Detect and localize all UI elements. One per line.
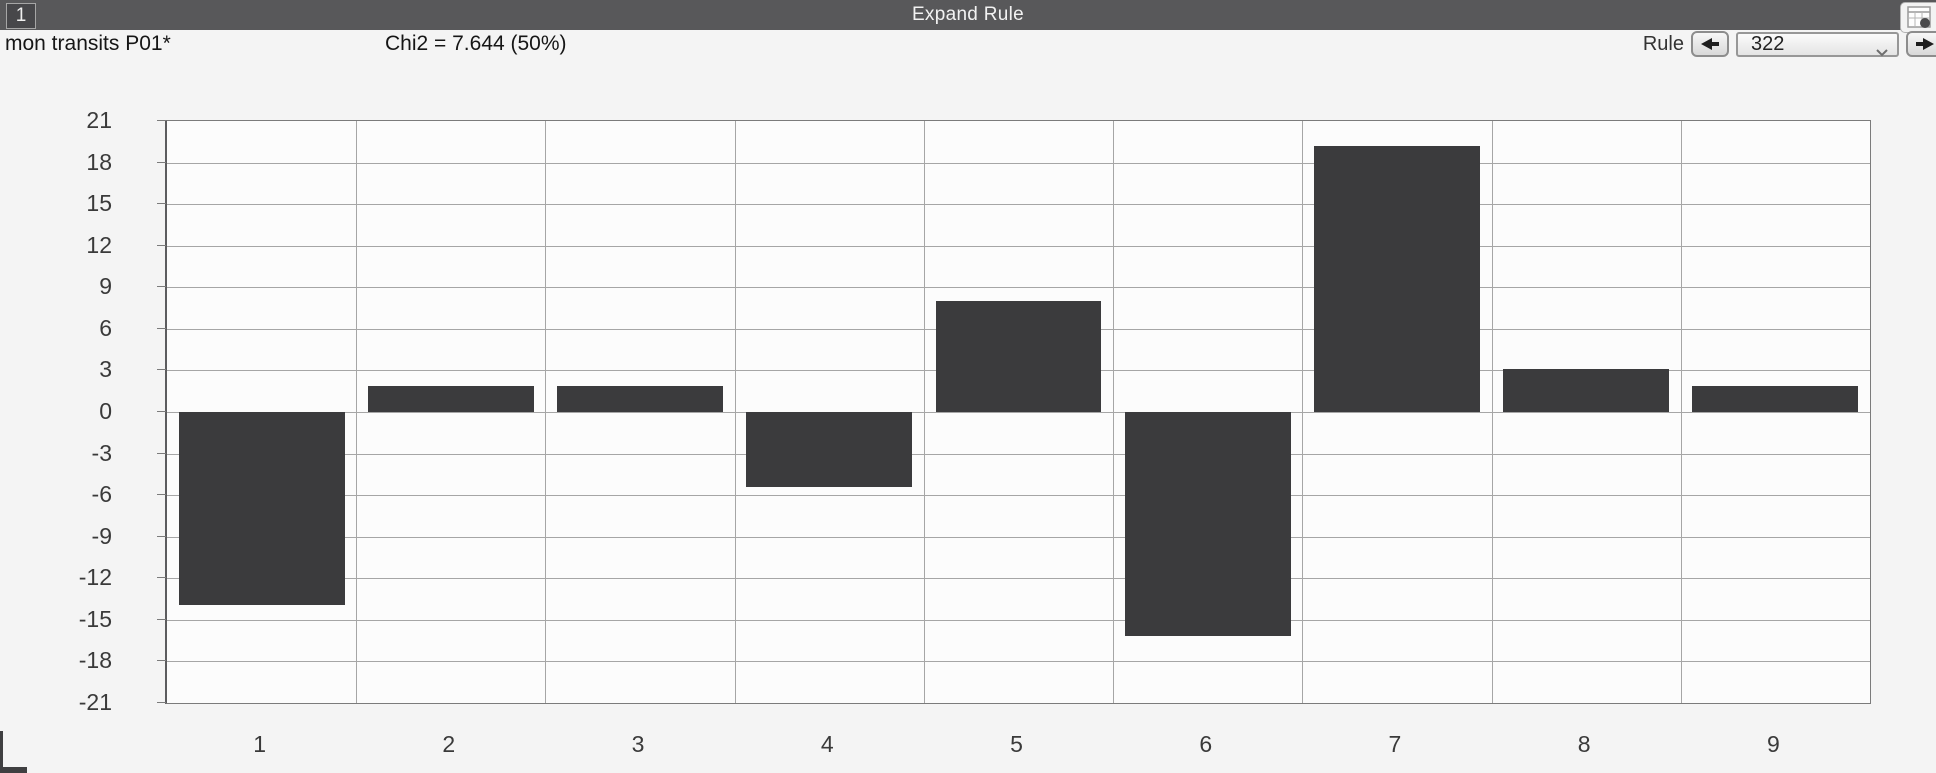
chart-dataset-label: mon transits P01*	[5, 32, 171, 55]
y-axis-tick-label: 18	[86, 148, 112, 175]
grid-glyph	[1907, 5, 1931, 28]
y-axis-tick	[157, 120, 166, 121]
bar-category-7	[1313, 145, 1480, 412]
y-axis-tick-label: 6	[99, 314, 112, 341]
mini-window-grid-icon[interactable]	[1900, 2, 1936, 33]
x-axis-category-label: 4	[820, 731, 834, 757]
gridline-vertical	[1680, 121, 1682, 703]
toolbar: mon transits P01* Chi2 = 7.644 (50%) Rul…	[0, 30, 1936, 58]
y-axis-tick	[157, 535, 166, 537]
x-axis-category-label: 2	[442, 731, 456, 757]
window-title: Expand Rule	[911, 4, 1025, 25]
chi2-value-label: Chi2 = 7.644 (50%)	[385, 32, 567, 55]
gridline-horizontal	[167, 495, 1870, 497]
y-axis-tick	[157, 702, 166, 703]
bar-category-8	[1503, 369, 1670, 412]
gridline-horizontal	[167, 412, 1870, 413]
gridline-vertical	[1302, 121, 1304, 703]
y-axis-tick	[157, 244, 166, 246]
y-axis-tick	[157, 452, 166, 454]
y-axis-tick	[157, 203, 166, 205]
y-axis-tick-label: 9	[99, 273, 112, 300]
y-axis-tick	[157, 327, 166, 329]
y-axis-tick	[157, 286, 166, 288]
x-axis-category-label: 5	[1010, 731, 1023, 757]
gridline-vertical	[545, 121, 547, 703]
gridline-horizontal	[167, 578, 1870, 580]
window-edge-artifact-vertical	[0, 731, 3, 773]
y-axis-tick-label: -18	[78, 647, 112, 674]
y-axis-tick	[157, 494, 166, 496]
bar-category-1	[178, 412, 345, 605]
bar-category-2	[367, 385, 534, 412]
prev-arrow-icon	[1701, 38, 1719, 50]
gridline-vertical	[734, 121, 736, 703]
gridline-vertical	[923, 121, 925, 703]
window-edge-artifact-horizontal	[0, 767, 27, 773]
bar-category-6	[1124, 412, 1291, 637]
y-axis-tick-label: 0	[99, 398, 112, 424]
y-axis-tick-label: -12	[78, 564, 112, 591]
gridline-vertical	[1113, 121, 1115, 703]
y-axis-tick	[157, 161, 166, 163]
gridline-horizontal	[167, 162, 1870, 164]
rule-label: Rule	[1642, 32, 1684, 55]
window-number-button[interactable]: 1	[6, 3, 36, 29]
y-axis-tick-label: 21	[86, 107, 112, 133]
previous-rule-button[interactable]	[1691, 31, 1729, 57]
y-axis-tick-label: -21	[78, 689, 112, 715]
x-axis-category-label: 6	[1199, 731, 1213, 757]
gridline-horizontal	[167, 619, 1870, 621]
next-arrow-icon	[1916, 38, 1934, 50]
gridline-horizontal	[167, 204, 1870, 206]
y-axis-tick	[157, 411, 166, 412]
y-axis-tick	[157, 577, 166, 579]
gridline-horizontal	[167, 287, 1870, 289]
bar-category-4	[746, 412, 913, 487]
y-axis-tick-label: -9	[91, 522, 112, 549]
y-axis-tick	[157, 618, 166, 620]
bar-category-9	[1692, 385, 1859, 412]
y-axis-tick-label: 15	[86, 190, 112, 217]
x-axis-category-label: 1	[253, 731, 266, 757]
gridline-horizontal	[167, 536, 1870, 538]
y-axis-tick-label: -6	[91, 481, 112, 508]
y-axis-tick-label: 3	[99, 356, 112, 383]
chevron-down-icon	[1875, 40, 1889, 63]
y-axis-tick	[157, 660, 166, 662]
rule-select-value: 322	[1751, 32, 1785, 55]
gridline-vertical	[356, 121, 358, 703]
x-axis-category-label: 3	[631, 731, 645, 757]
next-rule-button[interactable]	[1906, 31, 1936, 57]
bar-category-5	[935, 301, 1102, 412]
x-axis-category-label: 7	[1388, 731, 1402, 757]
gridline-vertical	[1491, 121, 1493, 703]
gridline-horizontal	[167, 245, 1870, 247]
bar-category-3	[557, 385, 724, 412]
x-axis-category-label: 8	[1577, 731, 1591, 757]
bar-chart-plot-area	[165, 120, 1871, 704]
rule-select[interactable]: 322	[1736, 31, 1899, 57]
y-axis-tick	[157, 369, 166, 371]
gridline-horizontal	[167, 661, 1870, 663]
y-axis-tick-label: 12	[86, 231, 112, 258]
title-bar: 1 Expand Rule	[0, 0, 1936, 30]
y-axis-tick-label: -15	[78, 605, 112, 632]
gridline-horizontal	[167, 453, 1870, 455]
rule-controls: Rule 322	[1643, 30, 1936, 58]
y-axis-tick-label: -3	[91, 439, 112, 466]
x-axis-category-label: 9	[1766, 731, 1780, 757]
